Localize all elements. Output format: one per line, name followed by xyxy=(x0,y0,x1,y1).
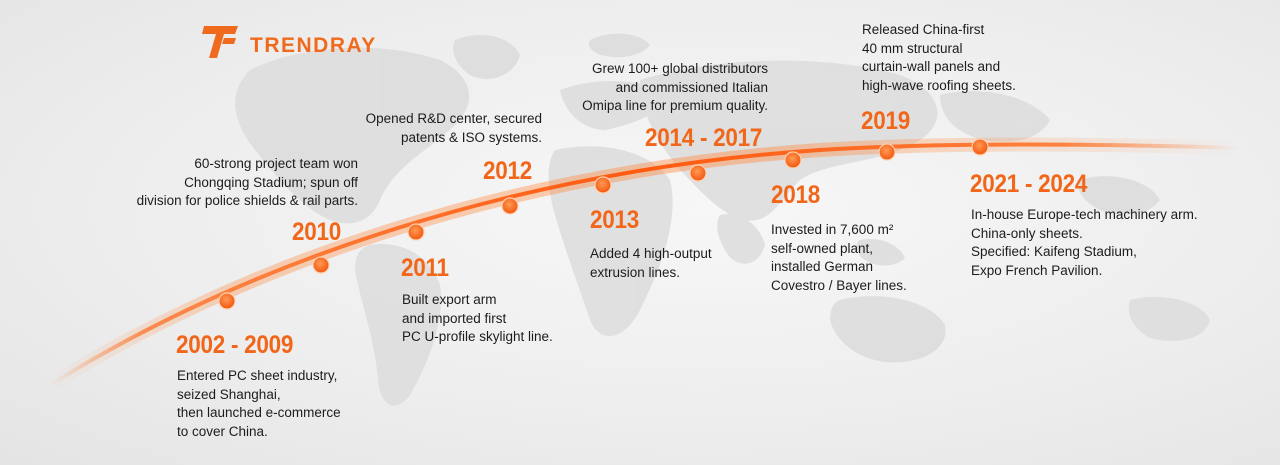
milestone-dot-2002-2009 xyxy=(218,292,236,310)
milestone-dot-2011 xyxy=(407,223,425,241)
year-2012: 2012 xyxy=(483,157,532,185)
desc-2018: Invested in 7,600 m² self-owned plant, i… xyxy=(771,222,907,293)
brand-name: TRENDRAY xyxy=(250,34,377,57)
desc-2002-2009: Entered PC sheet industry, seized Shangh… xyxy=(177,368,341,439)
year-2010: 2010 xyxy=(292,218,341,246)
desc-2019: Released China-first 40 mm structural cu… xyxy=(862,22,1016,93)
year-2011: 2011 xyxy=(401,254,449,282)
year-2021-2024: 2021 - 2024 xyxy=(970,170,1088,198)
desc-2012: Opened R&D center, secured patents & ISO… xyxy=(365,111,542,145)
year-2013: 2013 xyxy=(590,206,639,234)
milestone-dot-2013 xyxy=(594,176,612,194)
year-2002-2009: 2002 - 2009 xyxy=(176,331,294,359)
milestone-dot-2021-2024 xyxy=(971,138,989,156)
year-2019: 2019 xyxy=(861,107,910,135)
desc-2014-2017: Grew 100+ global distributors and commis… xyxy=(582,61,768,113)
milestone-dot-2018 xyxy=(784,151,802,169)
trendray-logo-icon xyxy=(202,26,238,58)
milestone-dot-2019 xyxy=(878,143,896,161)
year-2018: 2018 xyxy=(771,181,820,209)
year-2014-2017: 2014 - 2017 xyxy=(645,124,763,152)
milestone-dot-2012 xyxy=(501,197,519,215)
desc-2011: Built export arm and imported first PC U… xyxy=(402,292,553,344)
timeline-line xyxy=(48,142,1242,387)
desc-2021-2024: In-house Europe-tech machinery arm. Chin… xyxy=(971,207,1198,278)
desc-2013: Added 4 high-output extrusion lines. xyxy=(590,246,712,280)
milestone-dot-2014-2017 xyxy=(689,164,707,182)
milestone-dot-2010 xyxy=(312,256,330,274)
desc-2010: 60-strong project team won Chongqing Sta… xyxy=(136,156,358,208)
